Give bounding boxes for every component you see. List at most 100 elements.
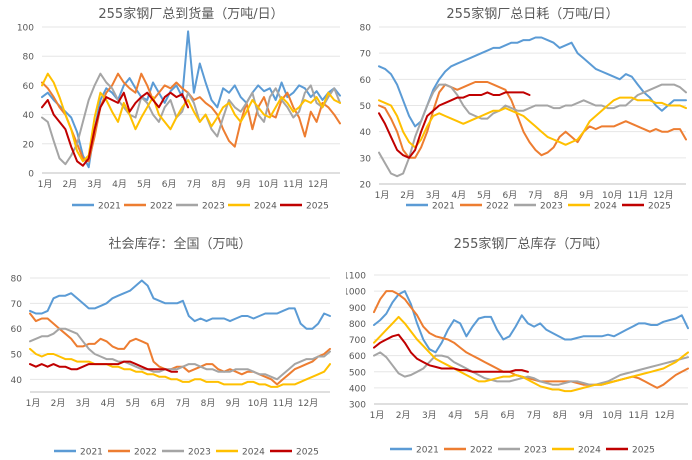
legend-label: 2021 [80,448,103,458]
x-tick-label: 8月 [553,410,568,421]
x-tick-label: 9月 [579,410,594,421]
x-tick-label: 6月 [151,398,166,409]
x-tick-label: 3月 [87,179,102,190]
x-tick-label: 8月 [201,398,216,409]
legend-item-2025: 2025 [270,448,319,458]
x-tick-label: 9月 [226,398,241,409]
y-tick-label: 20 [360,181,372,191]
y-tick-label: 1100 [346,272,366,282]
series-line-2023 [378,83,687,178]
y-tick-label: 700 [349,336,366,346]
legend-label: 2024 [578,446,601,456]
x-tick-label: 6月 [500,410,515,421]
series-line-2023 [29,327,331,381]
legend-item-2022: 2022 [124,202,173,212]
y-tick-label: 400 [349,384,366,394]
y-tick-label: 20 [23,140,35,150]
chart-4: 255家钢厂总库存（万吨） 300 400 500 600 700 800 900 1000 11… [346,236,689,456]
legend-label: 2021 [416,446,439,456]
series-line-2024 [41,72,341,163]
legend-item-2024: 2024 [216,448,265,458]
y-tick-label: 70 [11,300,23,310]
series-line-2024 [29,347,331,388]
x-tick-label: 10月 [602,410,622,421]
x-tick-label: 3月 [76,398,91,409]
y-tick-label: 80 [23,53,35,63]
legend-item-2023: 2023 [498,446,547,456]
x-tick-label: 9月 [236,179,251,190]
y-tick-label: 60 [360,76,372,86]
x-tick-label: 12月 [653,190,673,201]
y-tick-label: 60 [23,82,35,92]
y-tick-label: 900 [349,304,366,314]
x-tick-label: 2月 [62,179,77,190]
series-line-2022 [373,290,689,389]
legend-label: 2022 [134,448,157,458]
legend-item-2025: 2025 [622,202,671,212]
x-tick-label: 1月 [375,190,390,201]
series-line-2021 [29,279,331,330]
x-tick-label: 4月 [448,410,463,421]
legend-item-2021: 2021 [72,202,121,212]
y-tick-label: 100 [17,24,34,34]
y-tick-label: 300 [349,401,366,411]
series-line-2025 [29,360,179,373]
series-line-2025 [373,333,529,373]
legend-item-2024: 2024 [228,202,277,212]
x-tick-label: 7月 [527,410,542,421]
x-tick-label: 1月 [370,410,385,421]
x-tick-label: 5月 [126,398,141,409]
x-tick-label: 3月 [426,190,441,201]
legend-label: 2025 [648,202,671,212]
x-tick-label: 2月 [51,398,66,409]
x-tick-label: 4月 [112,179,127,190]
y-tick-label: 40 [11,376,23,386]
legend-label: 2021 [432,202,455,212]
chart-1: 255家钢厂总到货量（万吨/日） 0 20 40 60 80 100 1月 2月 3月 4月 5月 6月… [17,6,341,212]
x-tick-label: 6月 [162,179,177,190]
legend-label: 2023 [202,202,225,212]
x-tick-label: 7月 [176,398,191,409]
y-tick-label: 80 [360,24,372,34]
x-tick-label: 4月 [451,190,466,201]
x-tick-label: 2月 [396,410,411,421]
legend-item-2021: 2021 [54,448,103,458]
series-line-2024 [378,96,687,149]
x-tick-label: 7月 [187,179,202,190]
x-tick-label: 10月 [602,190,622,201]
chart-title: 255家钢厂总到货量（万吨/日） [98,6,283,22]
chart-3: 社会库存：全国（万吨） 40 50 60 70 80 1月 2月 3月 4月 5月 6月 7月 8月 9月 1… [11,236,331,458]
legend-label: 2025 [632,446,655,456]
y-tick-label: 30 [360,154,372,164]
legend-item-2023: 2023 [176,202,225,212]
chart-2: 255家钢厂总日耗（万吨/日） 20 30 40 50 60 70 80 1月 2月 3月 4月 5月 6… [360,6,687,212]
x-tick-label: 8月 [554,190,569,201]
legend-label: 2024 [594,202,617,212]
x-tick-label: 7月 [528,190,543,201]
legend-label: 2023 [188,448,211,458]
legend-item-2023: 2023 [162,448,211,458]
x-tick-label: 1月 [26,398,41,409]
x-tick-label: 1月 [38,179,53,190]
x-tick-label: 3月 [422,410,437,421]
y-tick-label: 80 [11,275,23,285]
series-line-2023 [373,351,689,386]
y-tick-label: 50 [360,102,372,112]
x-tick-label: 12月 [298,398,318,409]
x-tick-label: 11月 [628,410,648,421]
series-line-2023 [41,72,341,166]
chart-title: 255家钢厂总日耗（万吨/日） [446,6,618,22]
chart-title: 社会库存：全国（万吨） [108,236,251,252]
legend-item-2021: 2021 [390,446,439,456]
y-tick-label: 50 [11,351,23,361]
x-tick-label: 10月 [258,179,278,190]
y-tick-label: 0 [28,170,34,180]
legend-label: 2024 [254,202,277,212]
legend-item-2022: 2022 [444,446,493,456]
legend-item-2025: 2025 [606,446,655,456]
series-line-2022 [29,312,331,386]
legend-item-2022: 2022 [460,202,509,212]
legend-item-2023: 2023 [514,202,563,212]
legend-label: 2025 [306,202,329,212]
